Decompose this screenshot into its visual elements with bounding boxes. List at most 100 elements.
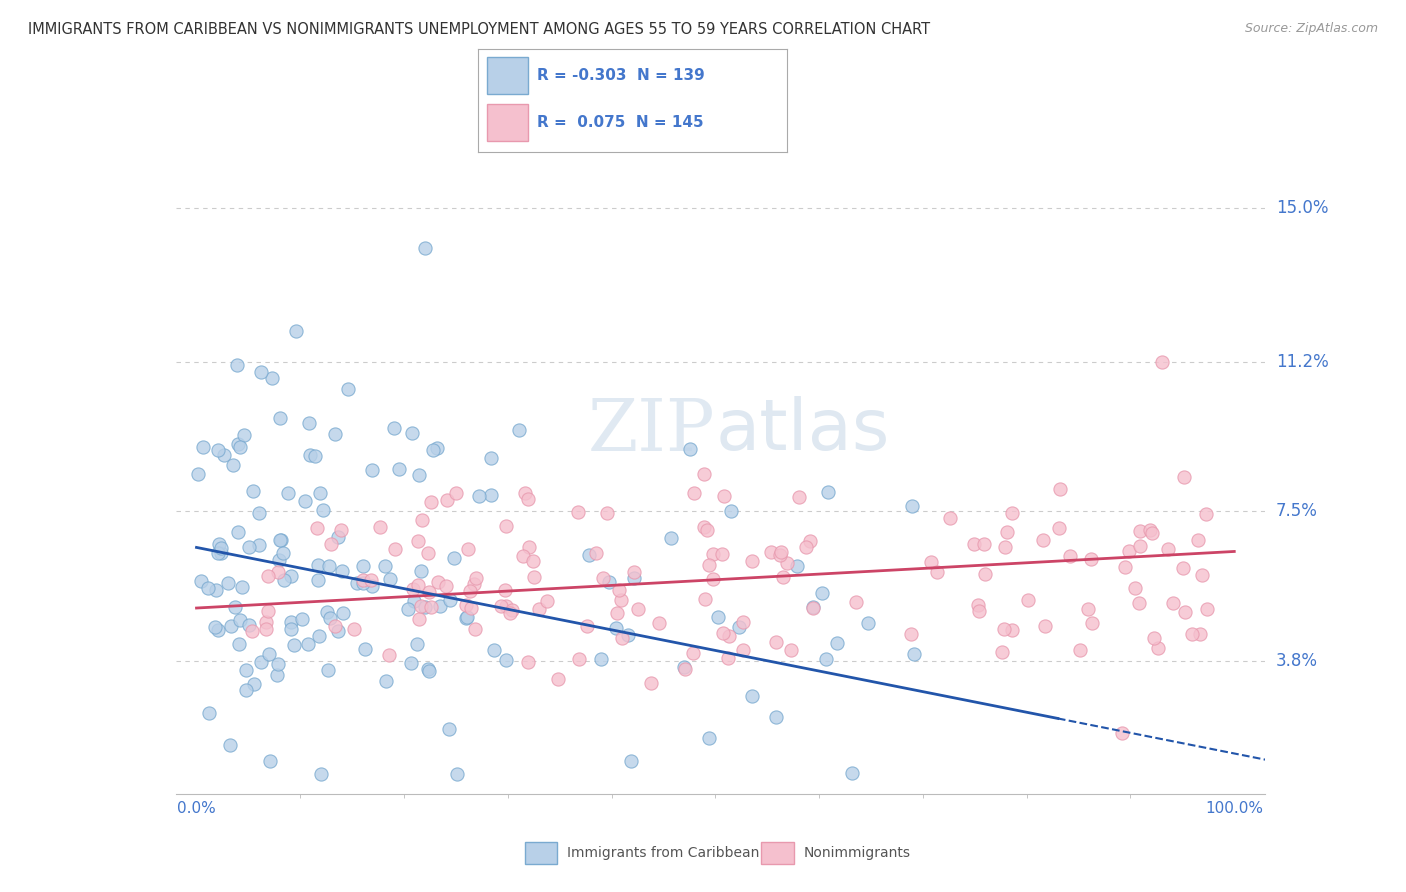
Point xyxy=(585,546,607,560)
Point xyxy=(772,570,794,584)
Point xyxy=(456,610,478,624)
Text: 7.5%: 7.5% xyxy=(1275,502,1317,520)
Point xyxy=(994,540,1017,554)
Point xyxy=(963,537,986,551)
Point xyxy=(256,615,278,629)
Point xyxy=(679,442,702,457)
Point xyxy=(648,616,671,631)
Point xyxy=(309,766,332,780)
Point xyxy=(479,451,502,466)
Point xyxy=(973,536,995,550)
Point xyxy=(416,546,439,560)
Point xyxy=(512,549,534,563)
FancyBboxPatch shape xyxy=(488,104,527,141)
Point xyxy=(271,545,294,559)
Point xyxy=(319,611,342,625)
Point xyxy=(1195,507,1218,521)
Point xyxy=(1128,596,1150,610)
Point xyxy=(408,612,430,626)
Point xyxy=(1001,623,1024,637)
Point xyxy=(323,619,346,633)
Point xyxy=(353,575,375,590)
Point xyxy=(856,615,879,630)
Point xyxy=(672,660,695,674)
Point xyxy=(693,519,716,533)
Point xyxy=(1049,483,1071,497)
Point xyxy=(993,622,1015,636)
Point xyxy=(1033,618,1056,632)
Point xyxy=(1080,552,1102,566)
Point xyxy=(374,559,396,574)
FancyBboxPatch shape xyxy=(488,57,527,95)
Point xyxy=(1161,596,1184,610)
Point xyxy=(1150,354,1173,368)
Point xyxy=(616,628,638,642)
Text: Nonimmigrants: Nonimmigrants xyxy=(803,846,910,860)
Point xyxy=(419,495,441,509)
Point xyxy=(402,582,425,597)
Point xyxy=(257,647,280,661)
Point xyxy=(463,577,485,591)
Point xyxy=(702,572,724,586)
Point xyxy=(270,533,292,547)
Point xyxy=(222,458,245,472)
Point xyxy=(267,553,290,567)
Point xyxy=(1174,605,1197,619)
Point xyxy=(346,575,368,590)
Point xyxy=(770,545,793,559)
Point xyxy=(406,533,429,548)
Point xyxy=(1139,523,1161,537)
Point xyxy=(794,540,817,554)
Point xyxy=(399,656,422,670)
Point xyxy=(697,558,720,572)
Point xyxy=(269,411,291,425)
Point xyxy=(319,537,342,551)
Point xyxy=(673,662,696,676)
Point xyxy=(330,565,353,579)
Point xyxy=(238,618,260,632)
Point xyxy=(515,486,537,500)
Point xyxy=(337,382,360,396)
Point xyxy=(388,461,411,475)
Point xyxy=(620,754,643,768)
Point xyxy=(280,623,302,637)
Point xyxy=(776,556,799,570)
Point xyxy=(217,575,239,590)
Point xyxy=(1156,542,1178,557)
Point xyxy=(727,620,749,634)
Point xyxy=(439,722,461,736)
Point xyxy=(627,602,650,616)
Point xyxy=(575,619,598,633)
Point xyxy=(780,643,803,657)
Point xyxy=(352,559,374,574)
Point xyxy=(605,620,627,634)
Point xyxy=(232,428,254,442)
Point xyxy=(741,689,763,703)
Point xyxy=(318,559,340,574)
Point xyxy=(811,586,834,600)
Point xyxy=(209,541,232,555)
Text: Immigrants from Caribbean: Immigrants from Caribbean xyxy=(567,846,759,860)
Point xyxy=(499,606,522,620)
Point xyxy=(235,682,257,697)
Point xyxy=(1069,643,1091,657)
Point xyxy=(307,521,329,535)
Point xyxy=(801,600,824,615)
Text: 15.0%: 15.0% xyxy=(1275,199,1329,217)
Point xyxy=(384,541,406,556)
Point xyxy=(695,591,717,606)
Point xyxy=(214,448,236,462)
Point xyxy=(260,371,283,385)
Point xyxy=(707,610,730,624)
Point xyxy=(416,662,439,676)
Point xyxy=(718,629,741,643)
Text: Source: ZipAtlas.com: Source: ZipAtlas.com xyxy=(1244,22,1378,36)
Point xyxy=(967,604,990,618)
Point xyxy=(495,653,517,667)
Point xyxy=(1059,549,1081,563)
Text: IMMIGRANTS FROM CARIBBEAN VS NONIMMIGRANTS UNEMPLOYMENT AMONG AGES 55 TO 59 YEAR: IMMIGRANTS FROM CARIBBEAN VS NONIMMIGRAN… xyxy=(28,22,931,37)
Point xyxy=(710,547,733,561)
Text: R =  0.075  N = 145: R = 0.075 N = 145 xyxy=(537,115,703,130)
Point xyxy=(1047,521,1070,535)
Point xyxy=(243,676,266,690)
